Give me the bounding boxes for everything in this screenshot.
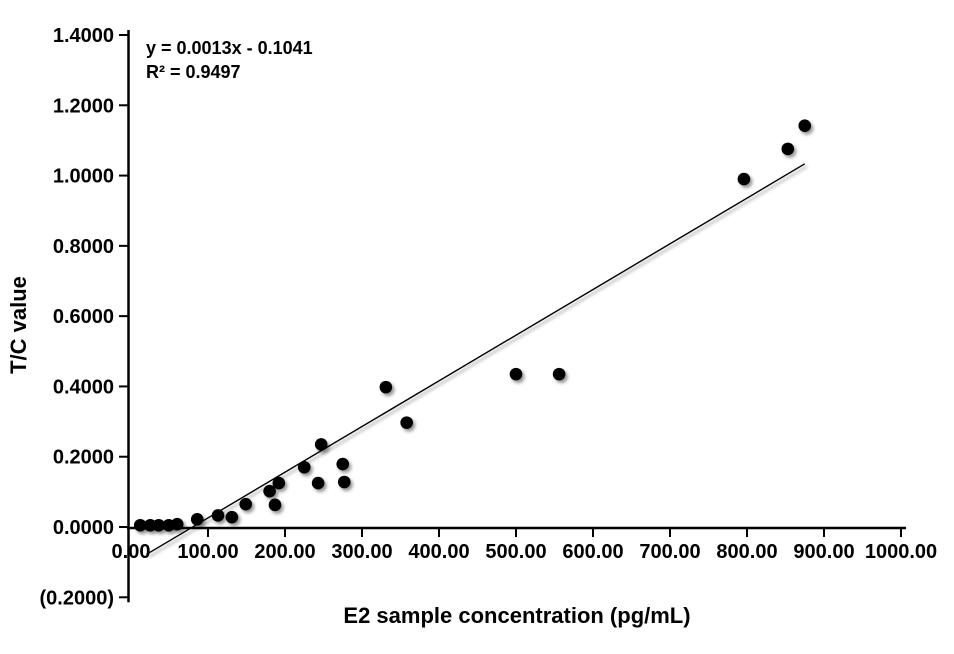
data-point xyxy=(263,484,276,498)
data-point xyxy=(133,518,147,532)
x-tick-label: 200.00 xyxy=(254,541,315,563)
y-tick-label: 1.0000 xyxy=(53,166,114,188)
data-point xyxy=(272,476,286,490)
x-tick-label: 400.00 xyxy=(408,541,469,563)
x-tick-label: 100.00 xyxy=(177,541,238,563)
y-tick-label: 0.6000 xyxy=(53,306,114,328)
data-point xyxy=(379,380,393,394)
y-tick-label: (0.2000) xyxy=(40,587,115,609)
data-point xyxy=(737,172,751,186)
data-point xyxy=(170,517,184,531)
y-axis-title: T/C value xyxy=(6,276,31,374)
x-tick-label: 900.00 xyxy=(793,541,854,563)
data-point xyxy=(552,367,566,381)
data-point xyxy=(211,509,225,522)
data-point xyxy=(400,416,413,429)
data-point xyxy=(314,438,328,451)
trendline-equation-text: y = 0.0013x - 0.1041 xyxy=(146,38,313,58)
data-point xyxy=(781,142,795,156)
y-tick-label: 0.2000 xyxy=(53,447,114,469)
data-point xyxy=(225,510,239,524)
x-tick-label: 0.00 xyxy=(112,541,151,563)
x-tick-label: 300.00 xyxy=(331,541,392,563)
r-squared-text: R² = 0.9497 xyxy=(146,62,241,82)
trendline xyxy=(146,163,806,556)
data-point xyxy=(509,367,523,381)
data-point xyxy=(190,512,204,526)
data-point xyxy=(152,518,166,532)
data-point xyxy=(311,476,325,490)
data-point xyxy=(798,119,812,132)
y-tick-label: 0.8000 xyxy=(53,236,114,258)
x-tick-label: 600.00 xyxy=(562,541,623,563)
x-axis-title: E2 sample concentration (pg/mL) xyxy=(343,603,690,628)
plot-area: 0.00 100.00 200.00 300.00 400.00 500.00 600.00… xyxy=(40,25,938,609)
x-tick-label: 500.00 xyxy=(485,541,546,563)
data-point xyxy=(297,460,311,474)
x-tick-label: 800.00 xyxy=(716,541,777,563)
y-tick-label: 0.0000 xyxy=(53,517,114,539)
y-tick-label: 1.4000 xyxy=(53,25,114,47)
x-tick-label: 700.00 xyxy=(639,541,700,563)
y-tick-label: 1.2000 xyxy=(53,95,114,117)
y-tick-label: 0.4000 xyxy=(53,376,114,398)
x-tick-label: 1000.00 xyxy=(865,541,937,563)
data-point xyxy=(268,498,282,512)
data-point xyxy=(239,497,253,511)
data-point xyxy=(336,457,350,471)
data-point xyxy=(337,475,351,489)
